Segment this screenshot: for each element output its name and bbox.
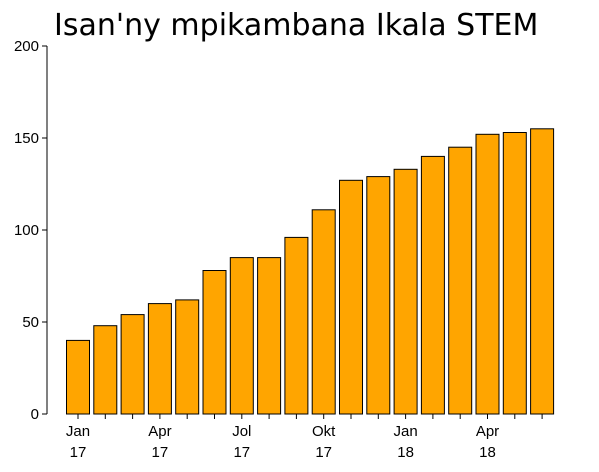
y-tick-label: 200 (14, 38, 39, 55)
bar-feb-17 (93, 325, 118, 415)
bar-aug-17 (257, 257, 282, 415)
x-tick-label-year: 18 (479, 444, 496, 461)
bar-nov-17 (339, 179, 363, 415)
x-tick-label-year: 17 (233, 444, 250, 461)
x-axis-ticks: Jan 17 Apr 17 Jol 17 Okt 17 Jan 18 Apr 18 (66, 414, 543, 461)
bar-jun-17 (202, 270, 227, 415)
x-tick-label-month: Apr (148, 423, 171, 440)
x-tick-label-month: Jan (66, 423, 90, 440)
bar-feb-18 (420, 155, 445, 415)
y-tick-label: 0 (31, 406, 39, 423)
bar-mar-18 (448, 146, 473, 415)
y-tick-label: 50 (22, 314, 39, 331)
y-axis-ticks: 0 50 100 150 200 (14, 38, 47, 423)
bar-may-17 (175, 299, 200, 415)
bar-okt-17 (311, 209, 336, 415)
bar-jun-18 (530, 128, 555, 415)
x-tick-label-month: Jan (394, 423, 418, 440)
y-tick-label: 150 (14, 130, 39, 147)
bar-jan-18 (393, 168, 418, 415)
bar-jan-17 (66, 339, 90, 415)
x-tick-label-year: 18 (397, 444, 414, 461)
bar-may-18 (502, 132, 527, 415)
y-tick-label: 100 (14, 222, 39, 239)
bar-apr-17 (147, 303, 172, 415)
bar-dec-17 (366, 176, 391, 415)
bar-sep-17 (284, 236, 309, 415)
x-tick-label-month: Apr (476, 423, 499, 440)
bar-jul-17 (229, 257, 254, 415)
x-tick-label-month: Jol (232, 423, 251, 440)
x-tick-label-year: 17 (70, 444, 87, 461)
bar-apr-18 (475, 133, 500, 415)
x-tick-label-year: 17 (152, 444, 169, 461)
x-tick-label-year: 17 (315, 444, 332, 461)
bar-mar-17 (120, 314, 145, 415)
chart-title: Isan'ny mpikambana Ikala STEM (54, 8, 539, 43)
bar-series (66, 128, 555, 415)
x-tick-label-month: Okt (312, 423, 336, 440)
